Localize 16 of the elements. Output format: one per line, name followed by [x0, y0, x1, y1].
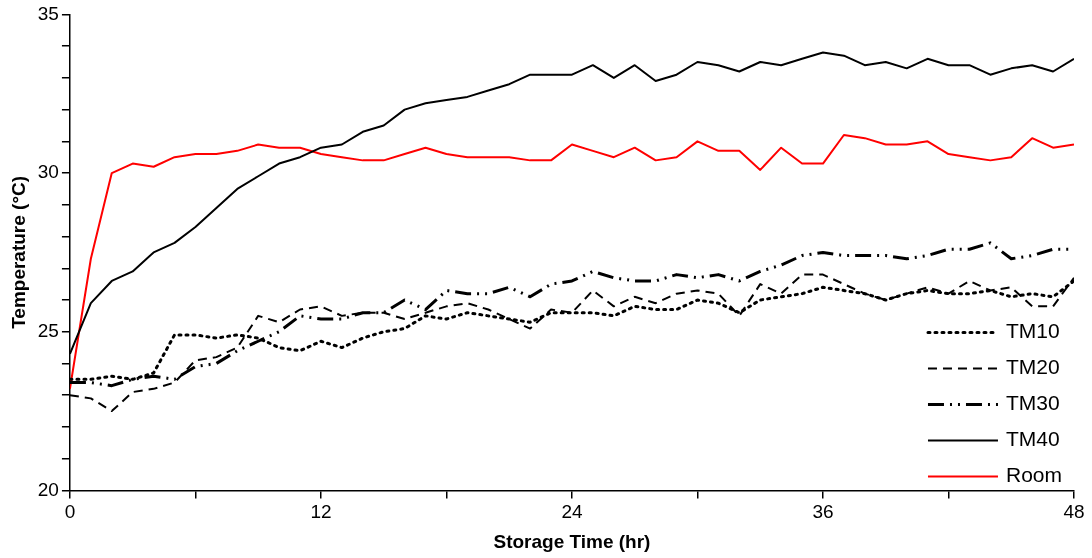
x-tick-label: 0: [64, 501, 76, 523]
x-axis-title: Storage Time (hr): [493, 530, 651, 552]
y-tick-label: 30: [37, 161, 59, 183]
legend-label: TM40: [1005, 427, 1060, 451]
legend-label: TM10: [1005, 319, 1060, 343]
legend-label: TM20: [1005, 355, 1060, 379]
y-tick-label: 35: [37, 2, 59, 24]
y-tick-label: 25: [37, 319, 59, 341]
x-tick-label: 48: [1063, 501, 1085, 523]
x-tick-label: 24: [561, 501, 583, 523]
legend-label: Room: [1005, 463, 1063, 487]
x-tick-label: 36: [812, 501, 834, 523]
legend-label: TM30: [1005, 391, 1060, 415]
y-tick-label: 20: [37, 478, 59, 500]
x-tick-label: 12: [310, 501, 332, 523]
y-axis-title: Temperature (°C): [7, 175, 29, 329]
